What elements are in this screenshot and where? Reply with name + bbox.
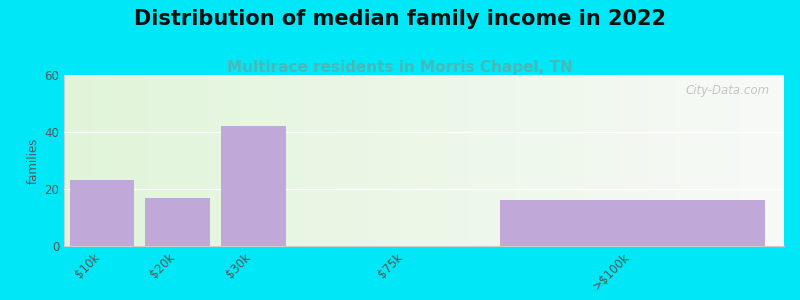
Text: Multirace residents in Morris Chapel, TN: Multirace residents in Morris Chapel, TN — [227, 60, 573, 75]
Text: City-Data.com: City-Data.com — [686, 83, 770, 97]
Bar — [222, 126, 286, 246]
Bar — [70, 180, 134, 246]
Y-axis label: families: families — [27, 137, 40, 184]
Text: Distribution of median family income in 2022: Distribution of median family income in … — [134, 9, 666, 29]
Bar — [500, 200, 765, 246]
Bar — [146, 197, 210, 246]
